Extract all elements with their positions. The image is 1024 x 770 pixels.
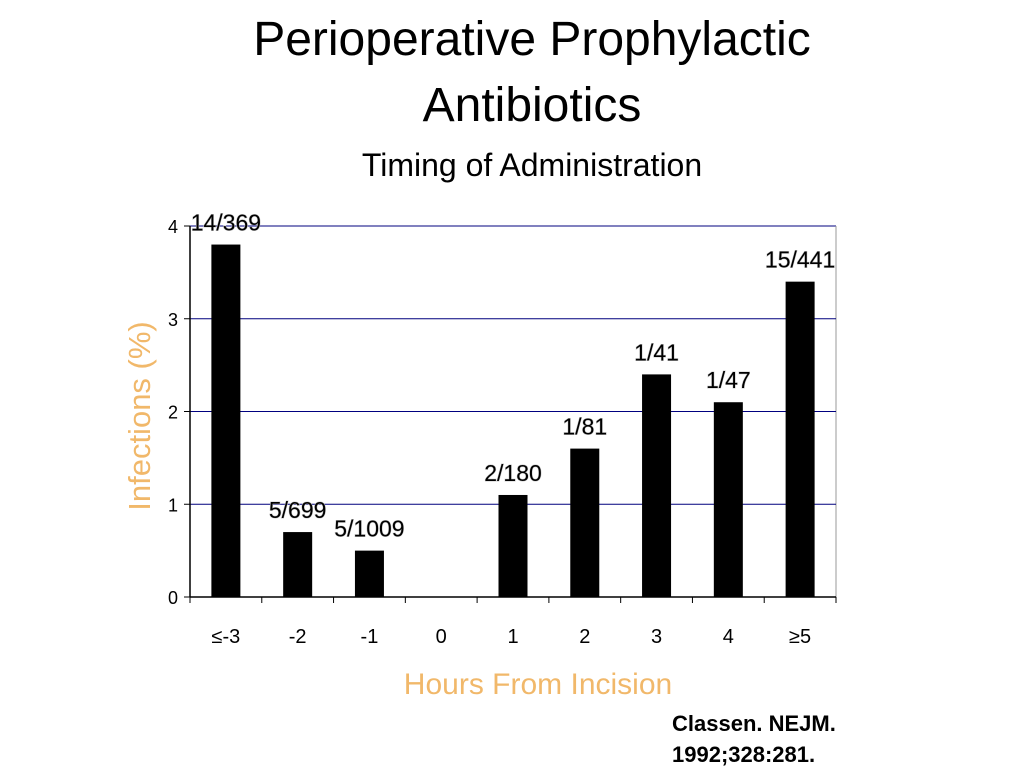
x-tick-label: 2: [579, 626, 590, 648]
title-line-2: Antibiotics: [422, 79, 642, 132]
x-tick-label: 3: [651, 626, 662, 648]
x-axis-label: Hours From Incision: [403, 668, 673, 701]
y-tick-label: 4: [168, 217, 178, 237]
chart-subtitle: Timing of Administration: [361, 147, 703, 183]
x-tick-label: -2: [289, 626, 307, 648]
data-label: 1/47: [706, 367, 751, 393]
source-line-1: Classen. NEJM.: [672, 711, 836, 736]
bar: [211, 244, 241, 598]
data-label: 1/41: [634, 339, 679, 365]
x-tick-label: -1: [361, 626, 379, 648]
data-label: 14/369: [191, 210, 261, 236]
source-line-2: 1992;328:281.: [672, 742, 816, 767]
y-tick-label: 0: [168, 588, 178, 608]
bar: [785, 281, 815, 597]
y-tick-label: 1: [168, 495, 178, 515]
data-label: 5/1009: [334, 516, 404, 542]
x-tick-label: ≥5: [789, 626, 811, 648]
title-line-1: Perioperative Prophylactic: [253, 13, 811, 66]
y-axis-label: Infections (%): [122, 321, 157, 511]
x-tick-label: ≤-3: [212, 626, 241, 648]
y-tick-label: 3: [168, 310, 178, 330]
bar: [498, 494, 528, 597]
data-label: 2/180: [484, 460, 542, 486]
bar: [354, 550, 384, 597]
bar: [570, 448, 600, 597]
y-tick-label: 2: [168, 403, 178, 423]
data-label: 1/81: [562, 414, 607, 440]
x-tick-label: 4: [723, 626, 734, 648]
bar: [713, 402, 743, 597]
x-tick-label: 1: [507, 626, 518, 648]
data-label: 5/699: [269, 497, 327, 523]
x-tick-label: 0: [436, 626, 447, 648]
bar: [642, 374, 672, 597]
bar: [283, 532, 313, 597]
source-citation: Classen. NEJM. 1992;328:281.: [672, 708, 836, 770]
data-label: 15/441: [765, 247, 835, 273]
